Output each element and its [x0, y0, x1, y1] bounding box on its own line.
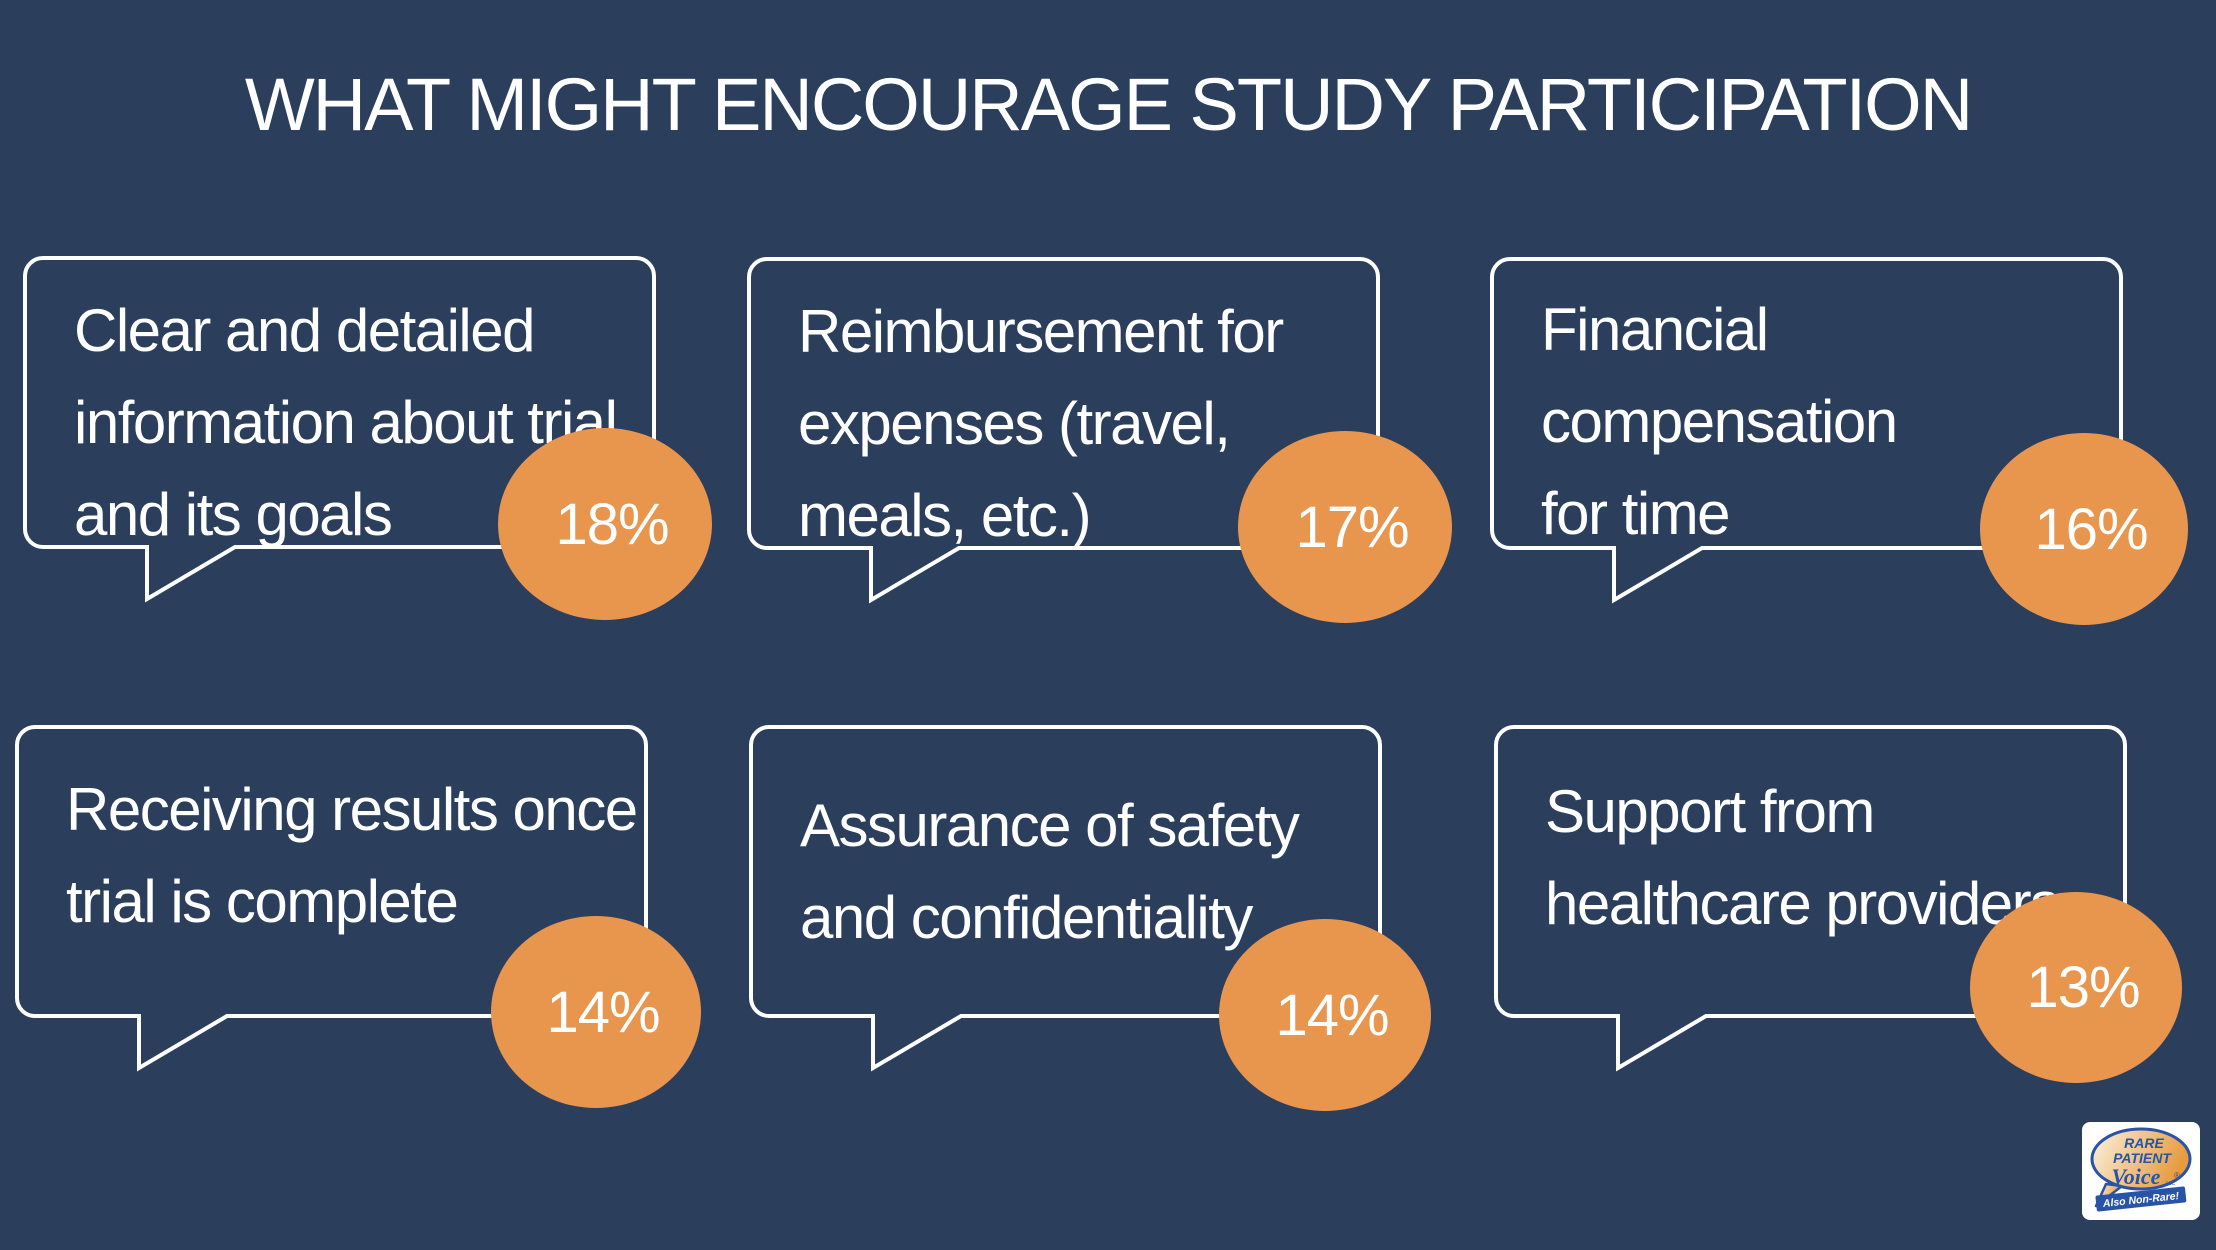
percentage-value: 14% — [546, 979, 660, 1045]
speech-bubble-outline — [1490, 257, 2123, 604]
speech-bubble-5: Assurance of safety and confidentiality — [748, 724, 1384, 1074]
logo-line1: RARE — [2124, 1135, 2164, 1151]
bubble-label: Clear and detailed information about tri… — [74, 297, 618, 548]
page-title: WHAT MIGHT ENCOURAGE STUDY PARTICIPATION — [244, 63, 1973, 146]
logo-line3: Voice — [2112, 1164, 2161, 1189]
percentage-badge-5: 14% — [1219, 919, 1431, 1111]
percentage-badge-2: 17% — [1238, 431, 1452, 623]
bubble-label: Reimbursement for expenses (travel, meal… — [798, 298, 1284, 549]
percentage-value: 16% — [2034, 496, 2148, 562]
bubble-label: Receiving results once trial is complete — [66, 776, 638, 935]
speech-bubble-3: Financial compensation for time — [1489, 256, 2125, 606]
rare-patient-voice-logo: RARE PATIENT Voice LLC ® Also Non-Rare! — [2082, 1122, 2200, 1220]
speech-bubble-outline — [15, 725, 648, 1072]
speech-bubble-2: Reimbursement for expenses (travel, meal… — [746, 256, 1382, 606]
bubble-label: Financial compensation for time — [1541, 296, 1898, 547]
logo-registered-mark: ® — [2174, 1171, 2180, 1180]
speech-bubble-outline — [1494, 725, 2127, 1072]
logo-line2: PATIENT — [2113, 1150, 2172, 1166]
speech-bubble-4: Receiving results once trial is complete — [14, 724, 650, 1074]
percentage-badge-6: 13% — [1970, 892, 2182, 1083]
percentage-badge-1: 18% — [498, 428, 712, 620]
speech-bubble-6: Support from healthcare providers — [1493, 724, 2129, 1074]
speech-bubble-outline — [23, 256, 656, 603]
bubble-label: Support from healthcare providers — [1545, 778, 2060, 937]
percentage-value: 17% — [1295, 494, 1409, 560]
rare-patient-voice-logo-art: RARE PATIENT Voice LLC ® Also Non-Rare! — [2090, 1127, 2192, 1212]
speech-bubble-1: Clear and detailed information about tri… — [22, 255, 658, 605]
percentage-value: 14% — [1275, 982, 1389, 1048]
speech-bubble-outline — [747, 257, 1380, 604]
percentage-value: 18% — [555, 491, 669, 557]
percentage-value: 13% — [2026, 955, 2140, 1020]
percentage-badge-4: 14% — [491, 916, 701, 1108]
bubble-label: Assurance of safety and confidentiality — [800, 792, 1300, 951]
logo-suffix: LLC — [2166, 1181, 2176, 1187]
percentage-badge-3: 16% — [1980, 433, 2188, 625]
speech-bubble-outline — [749, 725, 1382, 1072]
